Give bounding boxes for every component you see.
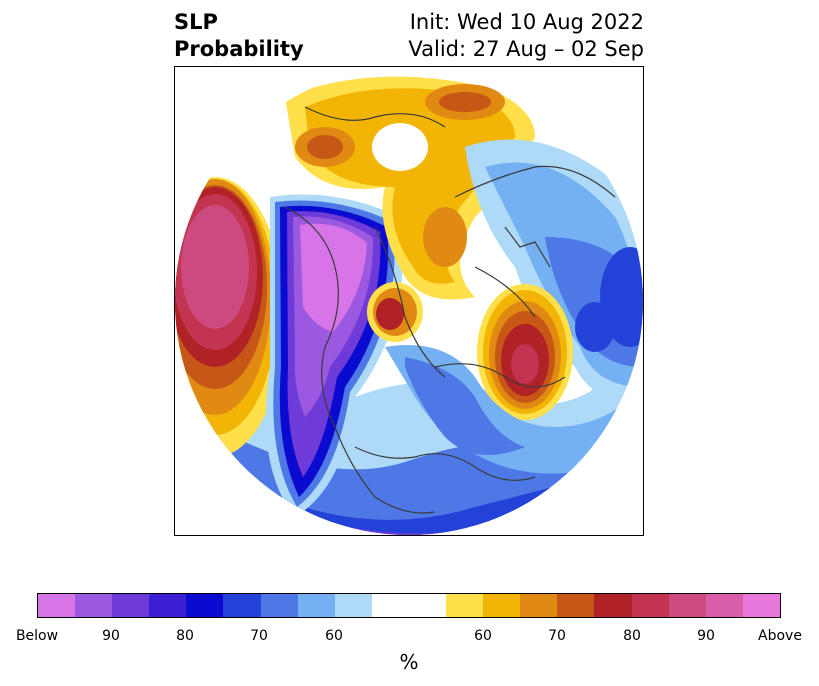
- pacific-high-anomaly: [175, 177, 285, 457]
- colorbar-above-segment-4: [594, 594, 632, 617]
- tick-below-70: 70: [250, 628, 268, 644]
- forecast-dates: Init: Wed 10 Aug 2022 Valid: 27 Aug – 02…: [408, 9, 644, 63]
- colorbar-below-segment-5: [223, 594, 261, 617]
- colorbar-above-segment-1: [483, 594, 521, 617]
- tick-above-80: 80: [623, 628, 641, 644]
- colorbar-below-segment-7: [297, 594, 335, 617]
- colorbar-below-segment-3: [149, 594, 187, 617]
- colorbar-below-segment-6: [260, 594, 298, 617]
- colorbar-above-segment-5: [631, 594, 669, 617]
- greenland-high-anomaly: [367, 282, 423, 342]
- tick-above-70: 70: [548, 628, 566, 644]
- map-panel: [174, 66, 644, 536]
- tick-below: Below: [15, 628, 59, 644]
- colorbar-above-segment-0: [446, 594, 484, 617]
- colorbar-neutral-segment: [371, 594, 447, 617]
- tick-above-60: 60: [474, 628, 492, 644]
- colorbar: [37, 593, 781, 618]
- hemisphere-disk: [175, 67, 643, 535]
- colorbar-above-segment-6: [668, 594, 706, 617]
- colorbar-below-segment-4: [186, 594, 224, 617]
- tick-below-90: 90: [102, 628, 120, 644]
- colorbar-below-segment-1: [75, 594, 113, 617]
- arctic-high-anomaly: [285, 76, 535, 300]
- colorbar-above-segment-8: [742, 594, 780, 617]
- tick-above: Above: [758, 628, 802, 644]
- colorbar-above-segment-3: [557, 594, 595, 617]
- map-title: SLP Probability: [174, 9, 304, 63]
- europe-high-anomaly: [477, 284, 573, 420]
- init-date: Init: Wed 10 Aug 2022: [409, 10, 644, 34]
- probability-map: [175, 67, 643, 535]
- title-line-2: Probability: [174, 37, 304, 61]
- tick-below-60: 60: [325, 628, 343, 644]
- coastlines: [284, 106, 616, 514]
- colorbar-above-segment-7: [705, 594, 743, 617]
- tick-below-80: 80: [176, 628, 194, 644]
- title-line-1: SLP: [174, 10, 218, 34]
- north-america-low-anomaly: [265, 194, 403, 517]
- colorbar-above-segment-2: [520, 594, 558, 617]
- colorbar-unit: %: [399, 650, 419, 674]
- tick-above-90: 90: [697, 628, 715, 644]
- colorbar-below-segment-8: [334, 594, 372, 617]
- atlantic-low-anomaly: [385, 345, 643, 474]
- valid-period: Valid: 27 Aug – 02 Sep: [408, 37, 644, 61]
- colorbar-below-segment-0: [38, 594, 76, 617]
- east-asia-low-anomaly: [465, 139, 643, 399]
- colorbar-below-segment-2: [112, 594, 150, 617]
